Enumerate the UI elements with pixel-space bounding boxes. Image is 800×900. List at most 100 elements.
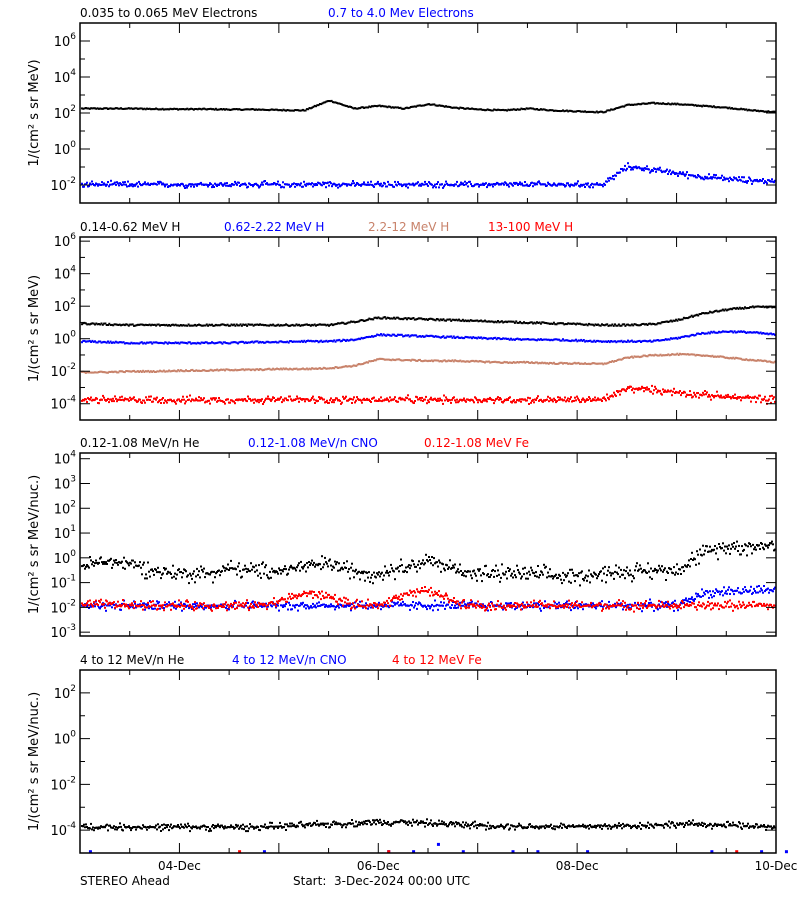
data-point [666, 605, 668, 608]
data-point [440, 601, 442, 604]
data-point [435, 318, 438, 320]
data-point [99, 107, 102, 110]
data-point [96, 183, 98, 186]
data-point [235, 323, 238, 326]
data-point [770, 401, 772, 404]
data-point [192, 108, 195, 111]
data-point [602, 363, 605, 366]
data-point [471, 337, 473, 340]
data-point [112, 107, 115, 110]
data-point [121, 341, 124, 344]
data-point [586, 340, 589, 343]
data-point [620, 339, 623, 342]
data-point [142, 563, 144, 566]
data-point [668, 320, 671, 323]
data-point [714, 545, 716, 547]
data-point [93, 564, 95, 567]
data-point [624, 340, 627, 343]
data-point [745, 108, 748, 111]
data-point [755, 401, 757, 404]
data-point [755, 305, 758, 308]
data-point [430, 396, 432, 399]
data-point [357, 320, 360, 323]
data-point [338, 183, 340, 186]
data-point [497, 182, 499, 185]
data-point [718, 355, 720, 358]
data-point [389, 570, 391, 573]
data-point [661, 393, 663, 396]
data-point [387, 571, 389, 574]
data-point [257, 369, 260, 371]
data-point [721, 308, 724, 311]
data-point [598, 362, 601, 365]
data-point [84, 567, 86, 570]
data-point [307, 566, 309, 569]
data-point [295, 398, 297, 401]
data-point [657, 569, 659, 572]
data-point [656, 102, 659, 105]
data-point [712, 395, 714, 397]
data-point [704, 549, 706, 552]
data-point [663, 568, 665, 571]
data-point [489, 396, 491, 399]
data-point [722, 179, 724, 182]
data-point [435, 104, 438, 107]
data-point [587, 575, 589, 578]
data-point [529, 397, 531, 400]
data-point [355, 321, 358, 323]
data-point [173, 606, 175, 609]
data-point [323, 398, 325, 401]
data-point [120, 608, 122, 611]
data-point [163, 607, 165, 610]
data-point [733, 357, 736, 360]
data-point [578, 322, 581, 325]
data-point [168, 369, 171, 372]
data-point [519, 338, 522, 341]
data-point [283, 399, 285, 402]
data-point [462, 604, 464, 607]
data-point [429, 334, 432, 337]
data-point [507, 183, 509, 186]
data-point [746, 181, 748, 184]
data-point [356, 396, 358, 399]
data-point [448, 359, 451, 362]
data-point [770, 332, 772, 335]
data-point [497, 337, 499, 340]
data-point [181, 369, 184, 372]
data-point [641, 102, 644, 105]
data-point [433, 318, 436, 321]
data-point [670, 568, 672, 571]
data-point [588, 110, 590, 113]
data-point [216, 368, 219, 371]
data-point [504, 320, 507, 323]
data-point [532, 107, 535, 110]
data-point [251, 340, 254, 343]
data-point [751, 331, 754, 334]
data-point [94, 107, 96, 110]
data-point [513, 108, 516, 111]
data-point [427, 399, 429, 402]
data-point [733, 307, 736, 310]
data-point [762, 546, 764, 549]
data-point [211, 323, 213, 326]
data-point [503, 320, 506, 323]
data-point [289, 566, 291, 569]
data-point [515, 361, 518, 364]
data-point [216, 108, 219, 111]
data-point [669, 337, 672, 340]
data-point [209, 324, 212, 327]
data-point [298, 323, 301, 326]
data-point [391, 317, 394, 320]
data-point [330, 564, 332, 567]
data-point [433, 605, 435, 608]
data-point [673, 566, 675, 569]
data-point [646, 572, 648, 574]
data-point [377, 400, 379, 402]
data-point [169, 370, 172, 373]
data-point [289, 367, 291, 370]
data-point [671, 337, 674, 340]
data-point [454, 359, 457, 362]
data-point [224, 402, 226, 405]
data-point [370, 576, 372, 579]
data-point [203, 324, 206, 327]
